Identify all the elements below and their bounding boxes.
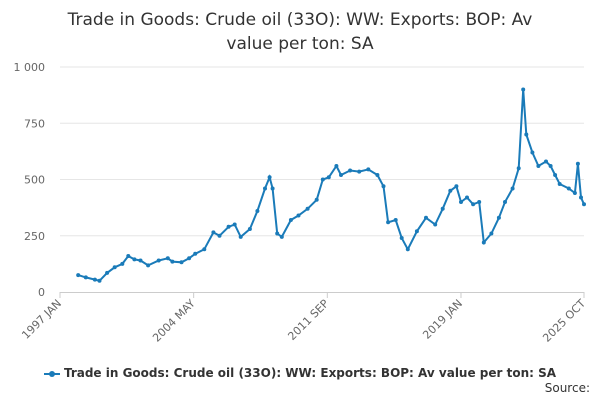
data-point — [572, 191, 577, 195]
data-point — [314, 197, 319, 202]
data-point — [187, 256, 192, 261]
source-label: Source: — [544, 381, 590, 395]
data-point — [255, 209, 260, 213]
data-point — [202, 247, 207, 252]
data-point — [267, 175, 272, 180]
data-point — [156, 258, 161, 263]
y-tick-label: 500 — [24, 174, 45, 187]
data-point — [530, 150, 535, 155]
data-point — [211, 230, 216, 235]
data-point — [138, 258, 143, 263]
data-point — [126, 254, 131, 258]
data-point — [454, 184, 459, 189]
data-point — [399, 236, 404, 240]
data-point — [566, 186, 571, 191]
series-line — [77, 89, 585, 282]
y-axis-tick-labels: 0 250 500 750 1 000 — [14, 61, 46, 299]
data-point — [524, 132, 529, 137]
data-point — [146, 263, 151, 268]
data-point — [132, 257, 137, 262]
data-point — [489, 231, 494, 236]
data-point — [579, 195, 583, 200]
y-tick-label: 0 — [38, 286, 45, 299]
data-point — [226, 224, 231, 229]
data-point — [536, 164, 541, 168]
data-point — [405, 247, 410, 252]
data-point — [165, 256, 170, 261]
data-point — [348, 168, 353, 173]
x-tick-label: 2019 JAN — [420, 297, 465, 342]
series-markers — [76, 87, 586, 283]
data-point — [179, 260, 184, 265]
x-tick-label: 2025 OCT — [540, 297, 588, 345]
data-point — [414, 229, 419, 234]
data-point — [548, 164, 553, 168]
data-point — [557, 182, 562, 186]
gridlines — [60, 66, 584, 237]
data-point — [440, 206, 445, 211]
x-tick-label: 1997 JAN — [19, 297, 64, 342]
data-point — [320, 177, 325, 182]
chart-title-line-2: value per ton: SA — [226, 34, 374, 54]
legend-line-marker-icon — [43, 369, 60, 379]
data-point — [477, 200, 482, 204]
data-point — [296, 213, 301, 218]
data-point — [510, 186, 515, 191]
data-point — [193, 251, 198, 256]
data-point — [305, 206, 310, 211]
data-point — [582, 202, 586, 207]
data-point — [386, 220, 391, 225]
data-point — [481, 240, 486, 245]
data-point — [375, 173, 380, 177]
data-point — [496, 215, 501, 220]
data-point — [381, 184, 386, 189]
data-point — [334, 164, 339, 168]
chart-title-line-1: Trade in Goods: Crude oil (33O): WW: Exp… — [67, 10, 533, 30]
x-axis-tick-labels: 1997 JAN 2004 MAY 2011 SEP 2019 JAN 2025 OCT — [19, 292, 588, 345]
data-point — [339, 173, 343, 177]
data-point — [76, 273, 81, 278]
data-point — [459, 200, 463, 204]
data-point — [270, 186, 275, 191]
data-point — [503, 200, 507, 204]
data-point — [393, 218, 398, 222]
data-point — [105, 270, 110, 275]
data-point — [553, 173, 558, 177]
data-point — [279, 234, 284, 239]
data-point — [465, 195, 469, 200]
x-tick-label: 2004 MAY — [150, 297, 198, 345]
data-point — [516, 166, 521, 171]
data-point — [83, 275, 88, 280]
y-tick-label: 750 — [24, 117, 45, 130]
data-point — [97, 278, 102, 283]
legend[interactable]: Trade in Goods: Crude oil (33O): WW: Exp… — [0, 366, 600, 380]
data-point — [288, 218, 293, 222]
data-point — [448, 188, 453, 193]
data-point — [247, 227, 252, 231]
x-tick-label: 2011 SEP — [285, 297, 331, 343]
data-point — [433, 222, 438, 227]
data-point — [112, 265, 117, 270]
data-point — [120, 261, 125, 266]
data-point — [357, 169, 362, 174]
data-point — [238, 234, 243, 239]
chart-title: Trade in Goods: Crude oil (33O): WW: Exp… — [0, 8, 600, 56]
data-point — [424, 215, 428, 220]
data-point — [471, 202, 476, 207]
data-point — [232, 222, 237, 227]
legend-label: Trade in Goods: Crude oil (33O): WW: Exp… — [63, 366, 557, 380]
data-point — [263, 186, 267, 191]
data-point — [575, 161, 580, 166]
y-tick-label: 250 — [24, 230, 45, 243]
data-point — [544, 159, 548, 164]
data-point — [366, 167, 371, 172]
data-point — [326, 175, 331, 180]
data-point — [217, 233, 222, 238]
y-tick-label: 1 000 — [14, 61, 46, 74]
data-point — [275, 231, 280, 236]
data-point — [521, 87, 526, 92]
data-point — [92, 277, 97, 282]
data-point — [170, 259, 175, 264]
